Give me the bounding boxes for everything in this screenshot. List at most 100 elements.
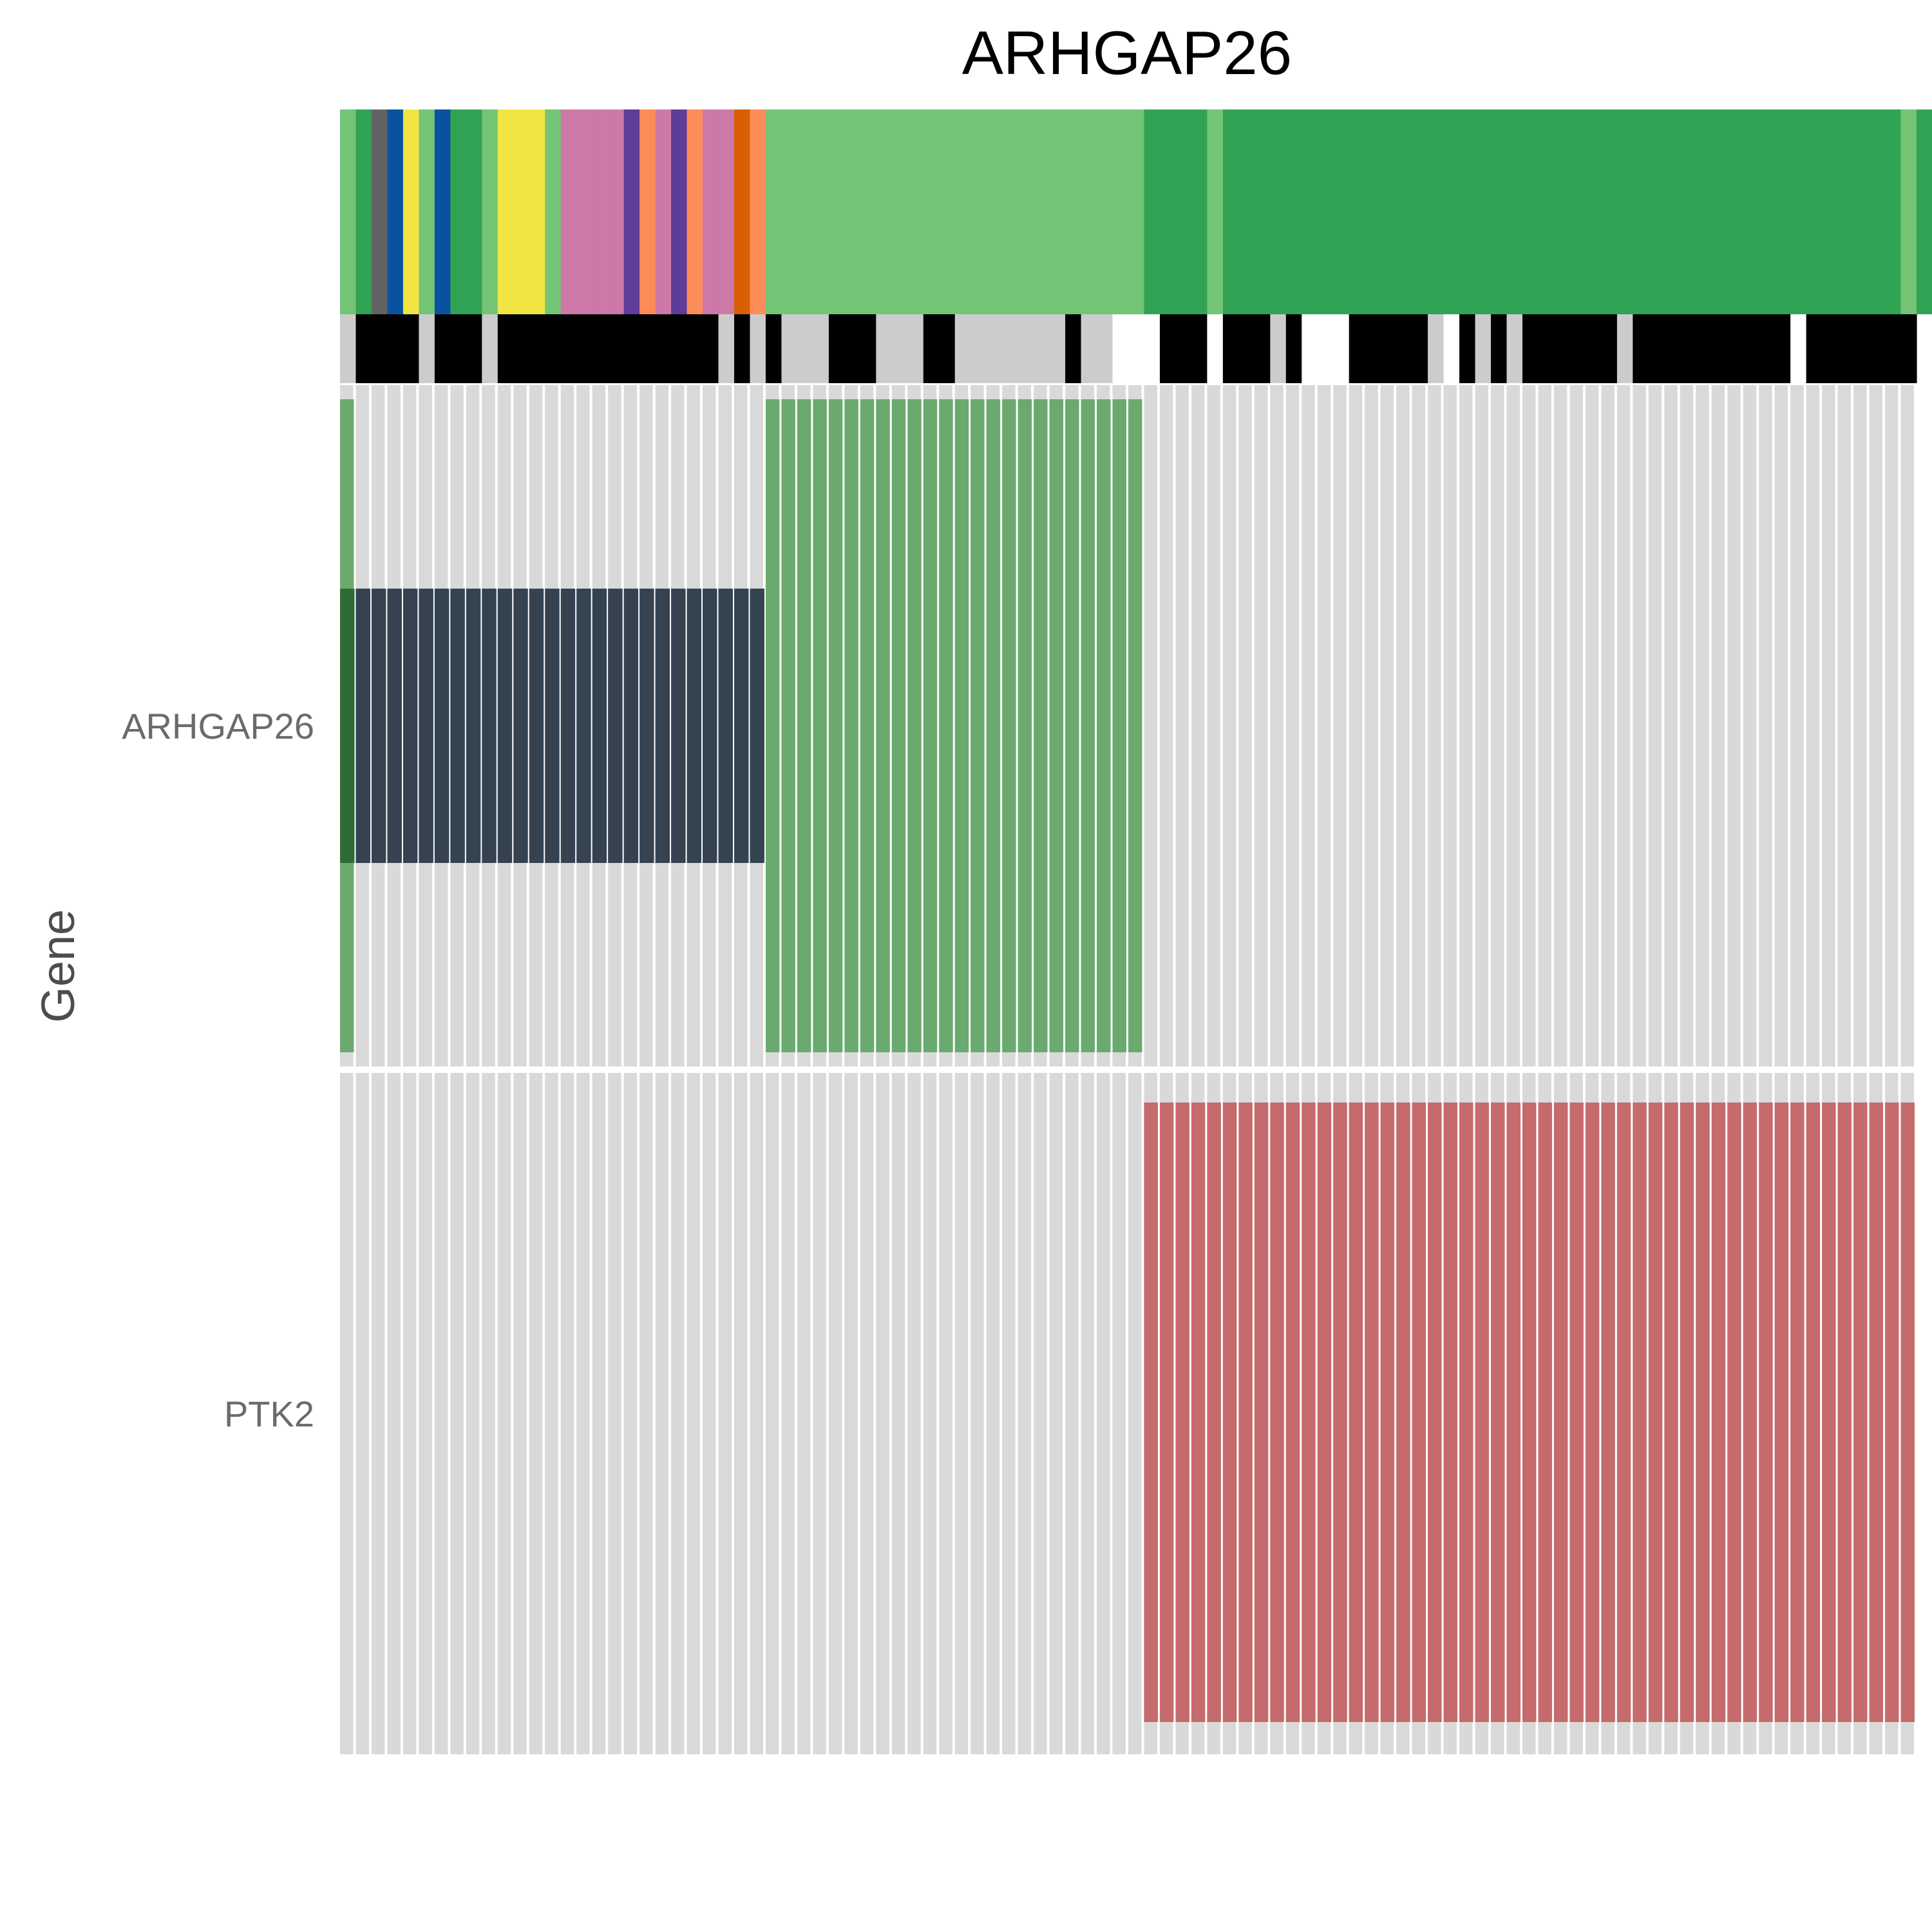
alteration-cell <box>671 589 686 863</box>
alteration-cell <box>813 399 827 1052</box>
annotation-2-cell <box>1002 314 1019 383</box>
alteration-cell <box>1837 1103 1852 1722</box>
annotation-1-cell <box>923 109 940 314</box>
background-cell <box>1349 385 1363 1066</box>
background-cell <box>1112 1073 1126 1754</box>
background-cell <box>513 1073 527 1754</box>
alteration-cell <box>655 589 670 863</box>
background-cell <box>355 1073 369 1754</box>
alteration-cell <box>1443 1103 1458 1722</box>
background-cell <box>1869 385 1883 1066</box>
alteration-cell <box>1365 1103 1379 1722</box>
annotation-2-cell <box>1475 314 1492 383</box>
alteration-cell <box>1159 1103 1174 1722</box>
background-cell <box>497 1073 511 1754</box>
alteration-cell <box>1616 1103 1631 1722</box>
annotation-1-cell <box>1806 109 1823 314</box>
background-cell <box>371 1073 385 1754</box>
annotation-2-cell <box>560 314 577 383</box>
alteration-cell <box>750 589 764 863</box>
background-cell <box>1365 385 1378 1066</box>
background-cell <box>1774 385 1788 1066</box>
annotation-2-cell <box>1222 314 1239 383</box>
annotation-2-cell <box>891 314 908 383</box>
annotation-1-cell <box>1664 109 1681 314</box>
alteration-cell <box>1207 1103 1221 1722</box>
annotation-1-cell <box>876 109 893 314</box>
background-cell <box>1553 385 1567 1066</box>
alteration-cell <box>560 589 576 863</box>
alteration-cell <box>639 589 654 863</box>
annotation-1-cell <box>971 109 987 314</box>
alteration-cell <box>1459 1103 1473 1722</box>
alteration-cell <box>939 399 953 1052</box>
alteration-cell <box>482 589 497 863</box>
alteration-cell <box>1302 1103 1316 1722</box>
annotation-2-cell <box>671 314 688 383</box>
alteration-cell <box>419 589 433 863</box>
annotation-2-cell <box>1553 314 1571 383</box>
alteration-cell <box>1238 1103 1253 1722</box>
alteration-cell <box>1853 1103 1868 1722</box>
annotation-1-cell <box>1349 109 1365 314</box>
alteration-cell <box>1191 1103 1206 1722</box>
annotation-2-cell <box>1333 314 1350 383</box>
annotation-1-cell <box>1065 109 1082 314</box>
annotation-2-cell <box>1633 314 1649 383</box>
annotation-1-cell <box>813 109 829 314</box>
annotation-2-cell <box>1412 314 1428 383</box>
y-axis-title: Gene <box>33 909 84 1023</box>
annotation-1-cell <box>1207 109 1224 314</box>
background-cell <box>1633 385 1646 1066</box>
annotation-2-cell <box>1034 314 1050 383</box>
background-cell <box>482 1073 495 1754</box>
annotation-2-cell <box>513 314 530 383</box>
background-cell <box>1711 385 1725 1066</box>
alteration-cell <box>497 589 513 863</box>
annotation-2-cell <box>1885 314 1902 383</box>
background-cell <box>891 1073 905 1754</box>
heatmap-cells <box>340 399 1915 1722</box>
annotation-1-cell <box>1680 109 1696 314</box>
annotation-1-cell <box>734 109 751 314</box>
chart-title: ARHGAP26 <box>962 19 1292 88</box>
annotation-2-cell <box>1711 314 1728 383</box>
annotation-2-cell <box>1759 314 1776 383</box>
background-cell <box>1097 1073 1110 1754</box>
annotation-1-cell <box>1822 109 1839 314</box>
annotation-2-cell <box>1144 314 1160 383</box>
alteration-cell <box>1664 1103 1678 1722</box>
annotation-2-cell <box>750 314 766 383</box>
annotation-1-cell <box>1144 109 1160 314</box>
alteration-cell <box>592 589 607 863</box>
annotation-2-cell <box>1349 314 1365 383</box>
annotation-1-cell <box>1112 109 1129 314</box>
annotation-2-cell <box>1601 314 1618 383</box>
background-cell <box>1159 385 1173 1066</box>
background-cell <box>1664 385 1678 1066</box>
annotation-2-cell <box>655 314 672 383</box>
alteration-cell <box>1144 1103 1158 1722</box>
annotation-2-cell <box>402 314 419 383</box>
background-cell <box>1081 1073 1095 1754</box>
annotation-2-cell <box>1380 314 1397 383</box>
annotation-1-cell <box>844 109 861 314</box>
background-cell <box>781 1073 795 1754</box>
background-cell <box>450 1073 464 1754</box>
annotation-1-cell <box>1412 109 1428 314</box>
alteration-cell <box>1333 1103 1347 1722</box>
alteration-cell <box>1081 399 1095 1052</box>
alteration-cell <box>529 589 544 863</box>
annotation-2-cell <box>1569 314 1586 383</box>
annotation-2-cell <box>497 314 514 383</box>
background-cell <box>1900 385 1914 1066</box>
annotation-1-cell <box>1333 109 1350 314</box>
alteration-cell <box>1349 1103 1363 1722</box>
annotation-2-cell <box>340 314 357 383</box>
annotation-1-cell <box>986 109 1003 314</box>
alteration-cell <box>1601 1103 1615 1722</box>
background-cell <box>1238 385 1252 1066</box>
alteration-cell <box>371 589 386 863</box>
annotation-1-cell <box>592 109 609 314</box>
annotation-1-cell <box>1790 109 1807 314</box>
